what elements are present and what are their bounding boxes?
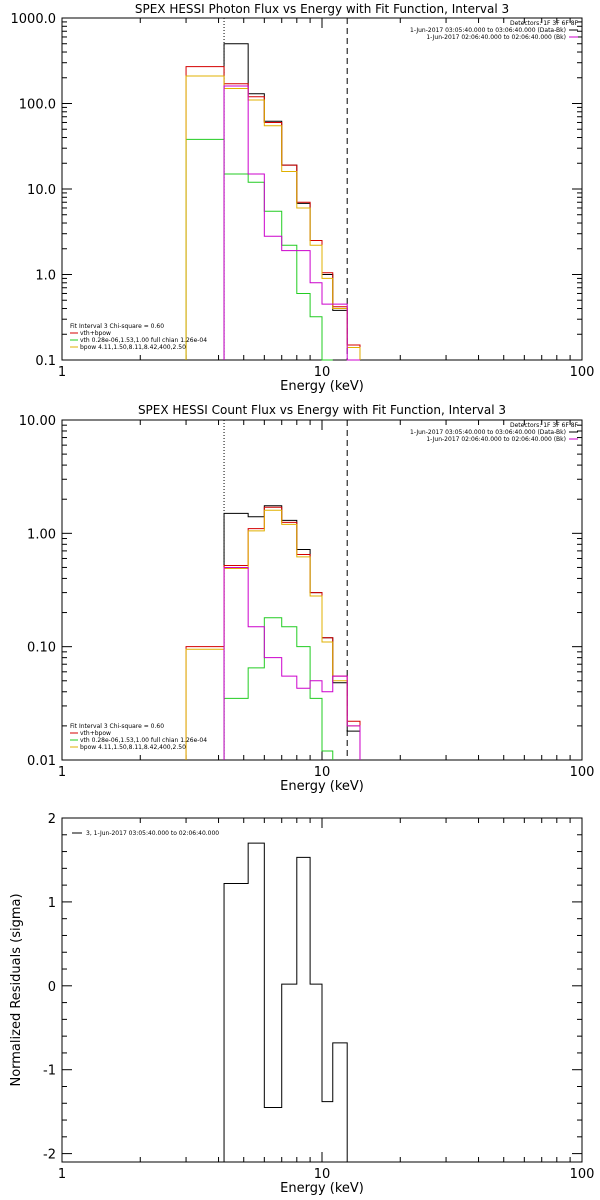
series-bk [223,566,361,760]
series-line [223,842,348,1162]
chart-panel-3: 1 10 100 Energy (keV) -2 -1 0 1 2 Normalized Resi… [9,812,594,1196]
chart-title: SPEX HESSI Photon Flux vs Energy with Fi… [135,2,509,16]
x-tick-label: 100 [570,765,595,780]
legend-entry-text: vth 0.28e-06,1.53,1.00 full chian 1.26e-… [80,337,207,344]
y-tick-label: 0 [48,980,56,995]
legend-entry-text: 1-Jun-2017 03:05:40.000 to 03:06:40.000 … [410,429,566,436]
y-tick-label: 1.0 [35,269,56,284]
series-line [223,505,361,760]
x-axis-label: Energy (keV) [280,1181,364,1196]
y-tick-label: -2 [43,1148,56,1163]
series-vth [223,617,334,760]
y-tick-label: 0.1 [35,354,56,369]
x-axis-label: Energy (keV) [280,779,364,794]
x-tick-label: 1 [58,765,66,780]
x-tick-label: 1 [58,1167,66,1182]
legend-bottom-left: Fit Interval 3 Chi-square = 0.60vth+bpow… [70,323,207,351]
series-line [185,66,361,360]
y-axis-label: Normalized Residuals (sigma) [9,893,24,1086]
series-line [185,75,361,360]
y-tick-label: 100.0 [19,98,56,113]
series-line [223,85,360,361]
legend-heading: Detectors: 1F 3F 6F 8F [510,422,579,429]
legend-entry-text: 3, 1-Jun-2017 03:05:40.000 to 02:06:40.0… [86,830,219,837]
y-tick-label: 10.0 [27,183,56,198]
x-tick-label: 1 [58,365,66,380]
legend-bottom-left: Fit Interval 3 Chi-square = 0.60vth+bpow… [70,723,207,751]
series-total [223,505,361,760]
plot-frame [61,17,583,361]
y-tick-label: 1000.0 [11,12,57,27]
chart-title: SPEX HESSI Count Flux vs Energy with Fit… [138,403,506,417]
series-total [223,842,348,1162]
series-line [223,566,361,760]
series-vth [185,138,333,361]
series-vth_bpow [185,66,361,360]
legend-top-right: Detectors: 1F 3F 6F 8F1-Jun-2017 03:05:4… [410,20,578,41]
y-tick-label: 0.01 [27,754,56,769]
series-line [185,509,361,760]
legend-heading: Fit Interval 3 Chi-square = 0.60 [70,323,164,330]
chart-panel-2: SPEX HESSI Count Flux vs Energy with Fit… [19,403,595,794]
legend-entry-text: 1-Jun-2017 02:06:40.000 to 02:06:40.000 … [426,436,566,443]
y-tick-label: 1.00 [27,527,56,542]
x-tick-label: 100 [570,1167,595,1182]
legend-entry-text: vth+bpow [80,330,111,337]
legend-entry-text: 1-Jun-2017 02:06:40.000 to 02:06:40.000 … [426,34,566,41]
series-bpow [185,75,361,360]
x-tick-label: 100 [570,365,595,380]
legend-heading: Detectors: 1F 3F 6F 8F [510,20,579,27]
series-bk [223,85,360,361]
y-tick-label: 1 [48,896,56,911]
legend-entry-text: bpow 4.11,1.50,8.11,8.42,400,2.50 [80,344,186,351]
series-line [185,506,361,760]
legend-entry-text: bpow 4.11,1.50,8.11,8.42,400,2.50 [80,744,186,751]
y-tick-label: 10.00 [19,414,56,429]
x-axis-label: Energy (keV) [280,379,364,394]
legend-entry-text: vth 0.28e-06,1.53,1.00 full chian 1.26e-… [80,737,207,744]
legend-entry-text: 1-Jun-2017 03:05:40.000 to 03:06:40.000 … [410,27,566,34]
legend-heading: Fit Interval 3 Chi-square = 0.60 [70,723,164,730]
y-tick-label: 0.10 [27,641,56,656]
legend-top-right: Detectors: 1F 3F 6F 8F1-Jun-2017 03:05:4… [410,422,578,443]
chart-panel-1: SPEX HESSI Photon Flux vs Energy with Fi… [11,2,595,394]
series-bpow [185,509,361,760]
series-line [223,617,334,760]
legend-entry-text: vth+bpow [80,730,111,737]
y-tick-label: -1 [43,1064,56,1079]
x-tick-label: 10 [314,765,331,780]
legend: 3, 1-Jun-2017 03:05:40.000 to 02:06:40.0… [72,830,219,837]
series-line [223,43,361,360]
x-tick-label: 10 [314,1167,331,1182]
series-line [185,138,333,361]
y-tick-label: 2 [48,812,56,827]
series-vth_bpow [185,506,361,760]
series-total [223,43,361,360]
x-tick-label: 10 [314,365,331,380]
